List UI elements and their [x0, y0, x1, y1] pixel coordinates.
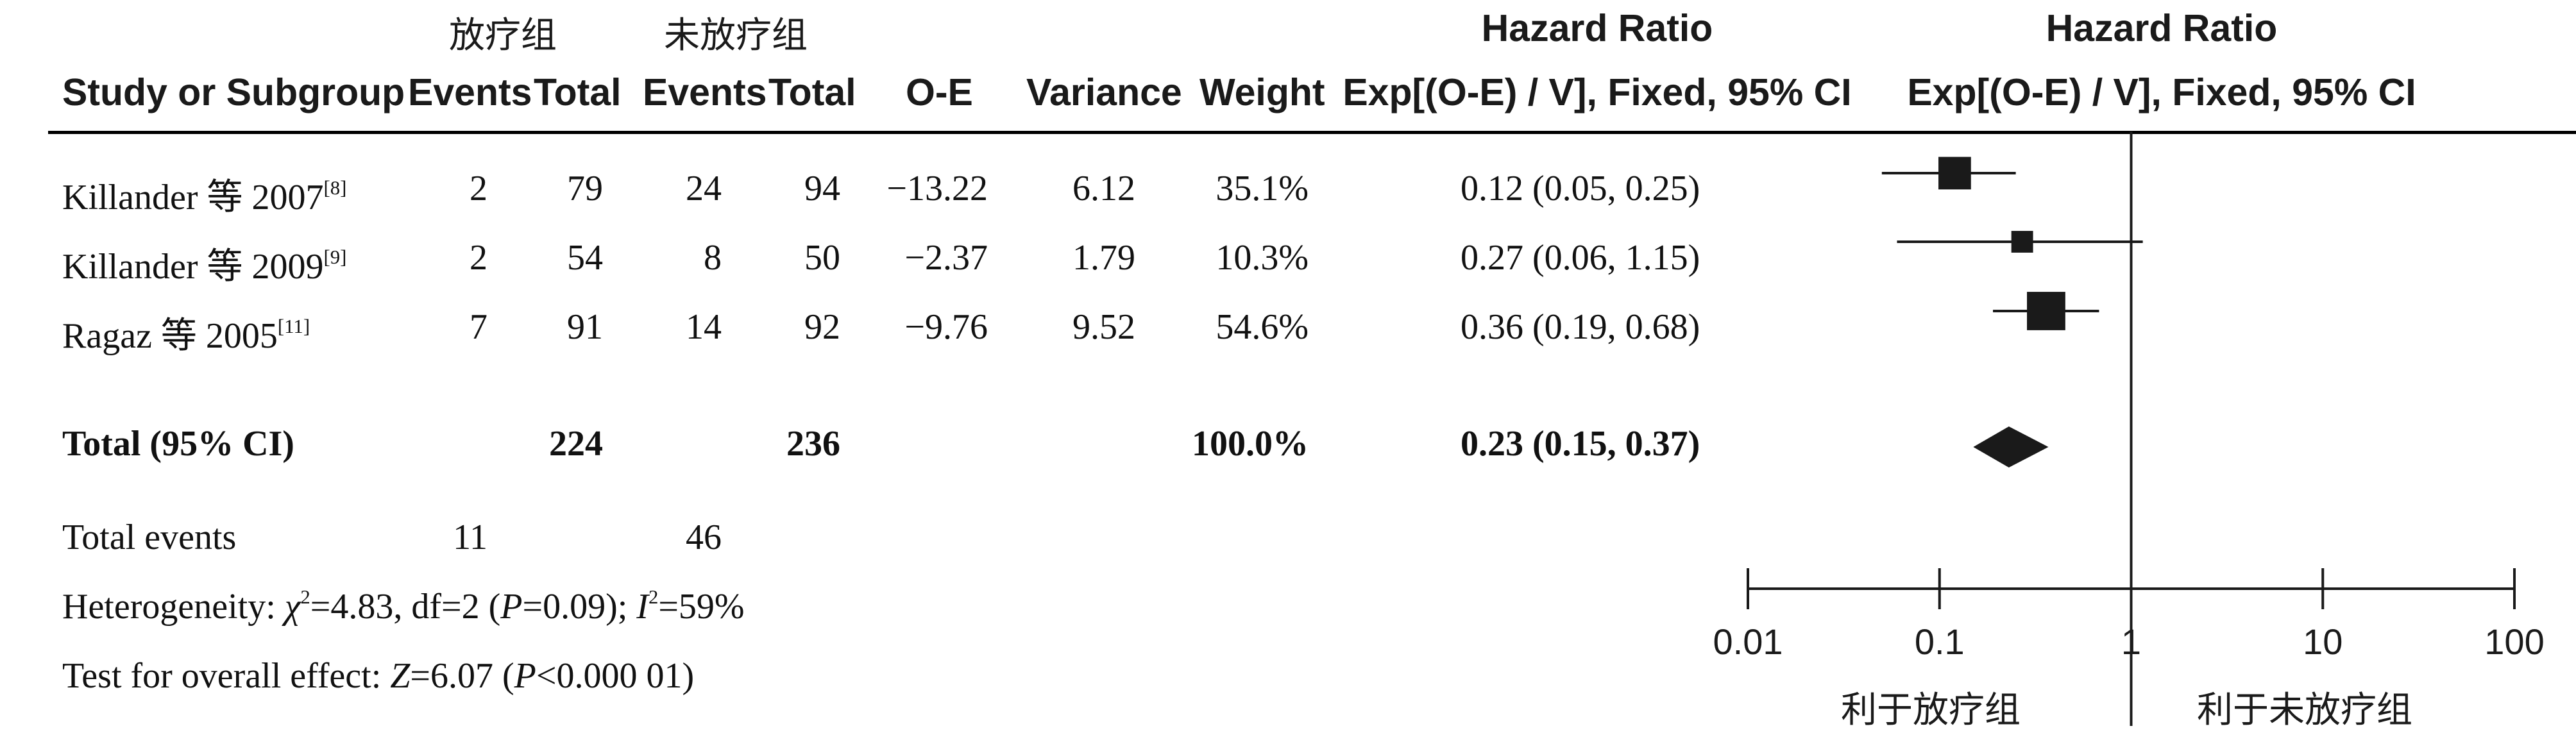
x-tick-label: 0.1: [1915, 621, 1965, 662]
header-rule: [48, 131, 2576, 134]
weight-header: Weight: [1199, 71, 1325, 114]
study-name: Ragaz 等 2005[11]: [62, 315, 310, 356]
events2-header: Events: [643, 71, 767, 114]
ci-cell: 0.12 (0.05, 0.25): [1461, 169, 1700, 208]
events2-cell: 24: [686, 169, 722, 208]
x-tick-label: 1: [2121, 621, 2141, 662]
oe-cell: −13.22: [886, 169, 988, 208]
variance-header: Variance: [1026, 71, 1182, 114]
events1-cell: 2: [470, 238, 487, 278]
heterogeneity-line: Heterogeneity: χ2=4.83, df=2 (P=0.09); I…: [62, 586, 745, 627]
oe-cell: −2.37: [904, 238, 988, 278]
total2-cell: 92: [804, 307, 840, 347]
plot-subtitle: Exp[(O-E) / V], Fixed, 95% CI: [1907, 71, 2416, 114]
total-label: Total (95% CI): [62, 424, 294, 464]
total1-cell: 91: [567, 307, 603, 347]
total-events-1: 11: [453, 518, 487, 557]
total2-value: 236: [786, 424, 840, 464]
study-column-header: Study or Subgroup: [62, 71, 405, 114]
total-ci: 0.23 (0.15, 0.37): [1461, 424, 1700, 464]
variance-cell: 6.12: [1072, 169, 1135, 208]
events1-header: Events: [408, 71, 532, 114]
variance-cell: 1.79: [1072, 238, 1135, 278]
study-marker: [2011, 231, 2033, 253]
ci-cell: 0.36 (0.19, 0.68): [1461, 307, 1700, 347]
total-events-label: Total events: [62, 518, 237, 557]
total1-cell: 54: [567, 238, 603, 278]
oe-cell: −9.76: [904, 307, 988, 347]
total1-value: 224: [549, 424, 603, 464]
hr-ci-title: Hazard Ratio: [1481, 7, 1713, 49]
favors-right-label: 利于未放疗组: [2197, 689, 2412, 731]
ci-cell: 0.27 (0.06, 1.15): [1461, 238, 1700, 278]
events1-cell: 7: [470, 307, 487, 347]
hr-ci-subtitle: Exp[(O-E) / V], Fixed, 95% CI: [1343, 71, 1852, 114]
x-tick-label: 100: [2484, 621, 2544, 662]
total-weight: 100.0%: [1192, 424, 1309, 464]
favors-left-label: 利于放疗组: [1841, 689, 2021, 731]
group1-header: 放疗组: [449, 15, 557, 56]
weight-cell: 54.6%: [1216, 307, 1309, 347]
plot-title: Hazard Ratio: [2046, 7, 2278, 49]
study-marker: [2027, 292, 2065, 330]
total1-cell: 79: [567, 169, 603, 208]
total1-header: Total: [534, 71, 622, 114]
total-events-2: 46: [686, 518, 722, 557]
pooled-diamond: [1973, 426, 2049, 468]
study-name: Killander 等 2007[8]: [62, 176, 347, 217]
study-marker: [1938, 156, 1971, 190]
overall-effect-line: Test for overall effect: Z=6.07 (P<0.000…: [62, 656, 695, 696]
total2-cell: 50: [804, 238, 840, 278]
x-tick-label: 10: [2303, 621, 2343, 662]
events2-cell: 8: [704, 238, 722, 278]
total2-header: Total: [768, 71, 856, 114]
events1-cell: 2: [470, 169, 487, 208]
weight-cell: 35.1%: [1216, 169, 1309, 208]
x-tick-label: 0.01: [1713, 621, 1783, 662]
events2-cell: 14: [686, 307, 722, 347]
total2-cell: 94: [804, 169, 840, 208]
study-name: Killander 等 2009[9]: [62, 246, 347, 287]
weight-cell: 10.3%: [1216, 238, 1309, 278]
group2-header: 未放疗组: [664, 15, 808, 56]
variance-cell: 9.52: [1072, 307, 1135, 347]
oe-header: O-E: [906, 71, 973, 114]
